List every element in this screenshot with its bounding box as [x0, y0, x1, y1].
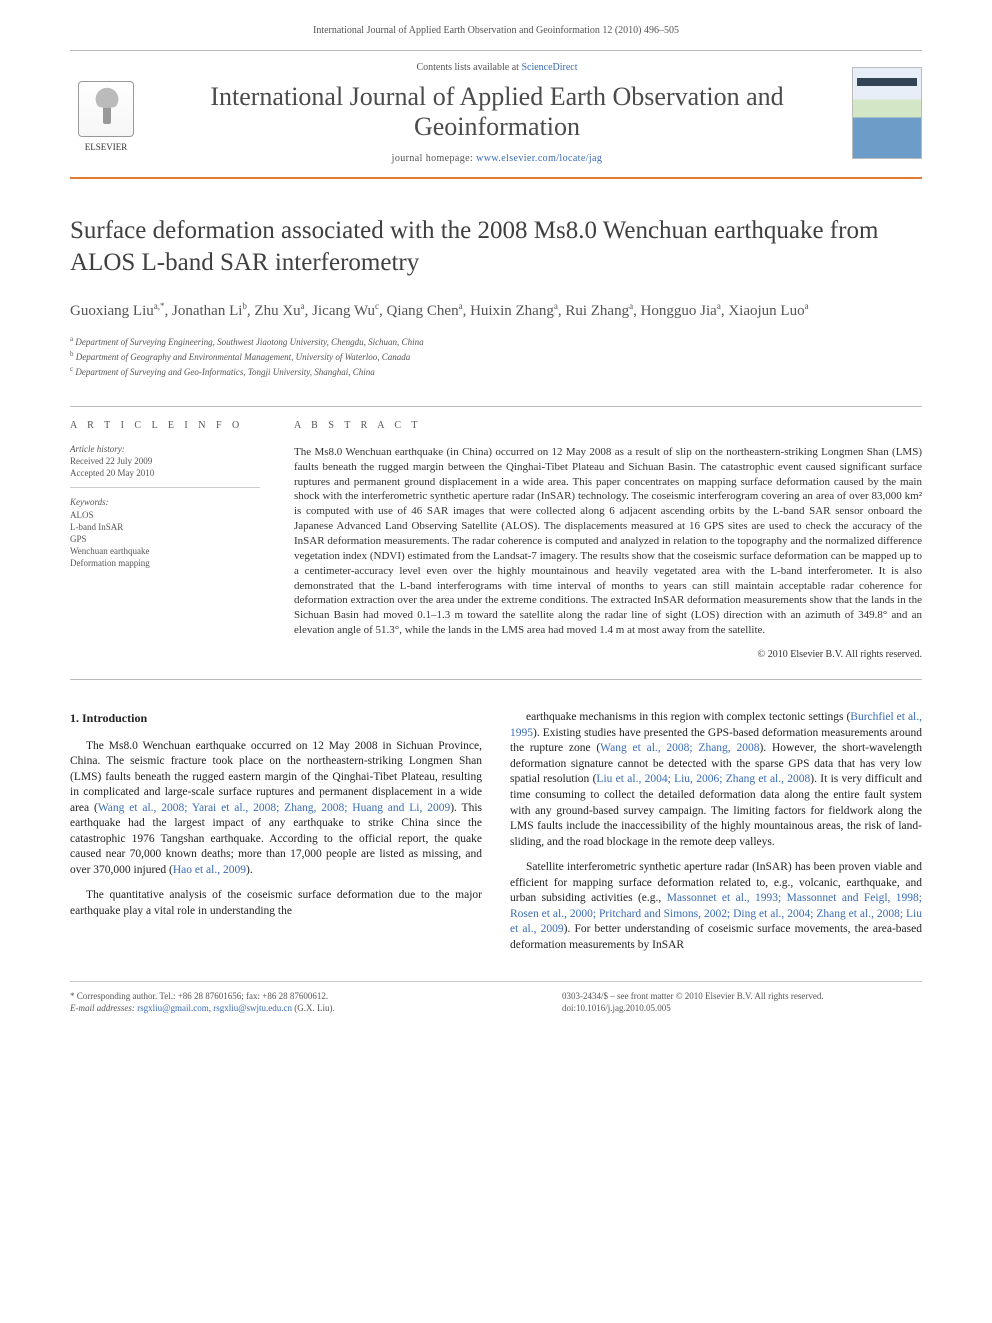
journal-masthead: ELSEVIER Contents lists available at Sci…	[70, 50, 922, 180]
paragraph-2: The quantitative analysis of the coseism…	[70, 888, 482, 919]
homepage-line: journal homepage: www.elsevier.com/locat…	[160, 152, 834, 166]
keywords-block: Keywords: ALOSL-band InSARGPSWenchuan ea…	[70, 496, 260, 569]
author: Rui Zhanga	[565, 303, 633, 319]
elsevier-tree-icon	[78, 81, 134, 137]
author: Qiang Chena	[387, 303, 463, 319]
corresponding-author: * Corresponding author. Tel.: +86 28 876…	[70, 990, 490, 1014]
keyword: GPS	[70, 533, 260, 545]
received-date: Received 22 July 2009	[70, 455, 260, 467]
affiliation: c Department of Surveying and Geo-Inform…	[70, 365, 922, 378]
author: Jicang Wuc	[312, 303, 379, 319]
elsevier-logo: ELSEVIER	[70, 73, 142, 153]
author: Hongguo Jiaa	[641, 303, 721, 319]
info-abstract-block: A R T I C L E I N F O Article history: R…	[70, 406, 922, 680]
article-title: Surface deformation associated with the …	[70, 215, 922, 278]
abstract-text: The Ms8.0 Wenchuan earthquake (in China)…	[294, 445, 922, 638]
journal-cover-thumbnail	[852, 67, 922, 159]
citation-link[interactable]: Liu et al., 2004; Liu, 2006; Zhang et al…	[596, 773, 810, 785]
affiliation: a Department of Surveying Engineering, S…	[70, 335, 922, 348]
abstract-copyright: © 2010 Elsevier B.V. All rights reserved…	[294, 648, 922, 662]
author: Jonathan Lib	[172, 303, 247, 319]
info-heading: A R T I C L E I N F O	[70, 419, 260, 433]
publication-info: 0303-2434/$ – see front matter © 2010 El…	[562, 990, 922, 1014]
page-footer: * Corresponding author. Tel.: +86 28 876…	[70, 981, 922, 1014]
citation-link[interactable]: Wang et al., 2008; Yarai et al., 2008; Z…	[98, 802, 450, 814]
keyword: L-band InSAR	[70, 521, 260, 533]
contents-line: Contents lists available at ScienceDirec…	[160, 61, 834, 75]
paragraph-4: Satellite interferometric synthetic aper…	[510, 860, 922, 953]
article-info: A R T I C L E I N F O Article history: R…	[70, 407, 260, 679]
elsevier-logo-text: ELSEVIER	[85, 141, 128, 153]
affiliation: b Department of Geography and Environmen…	[70, 350, 922, 363]
author: Zhu Xua	[254, 303, 304, 319]
email-link[interactable]: rsgxliu@swjtu.edu.cn	[213, 1003, 292, 1013]
citation-link[interactable]: Wang et al., 2008; Zhang, 2008	[600, 742, 759, 754]
citation-link[interactable]: Hao et al., 2009	[173, 864, 246, 876]
author: Huixin Zhanga	[470, 303, 558, 319]
section-heading: 1. Introduction	[70, 710, 482, 726]
journal-name: International Journal of Applied Earth O…	[160, 82, 834, 142]
author: Guoxiang Liua,*	[70, 303, 165, 319]
accepted-date: Accepted 20 May 2010	[70, 467, 260, 479]
author: Xiaojun Luoa	[728, 303, 808, 319]
abstract: A B S T R A C T The Ms8.0 Wenchuan earth…	[294, 407, 922, 679]
article-body: 1. Introduction The Ms8.0 Wenchuan earth…	[70, 710, 922, 953]
author-list: Guoxiang Liua,*, Jonathan Lib, Zhu Xua, …	[70, 300, 922, 321]
sciencedirect-link[interactable]: ScienceDirect	[521, 62, 577, 73]
paragraph-3: earthquake mechanisms in this region wit…	[510, 710, 922, 850]
article-history: Article history: Received 22 July 2009 A…	[70, 443, 260, 488]
paragraph-1: The Ms8.0 Wenchuan earthquake occurred o…	[70, 739, 482, 879]
homepage-link[interactable]: www.elsevier.com/locate/jag	[476, 153, 602, 164]
keyword: Wenchuan earthquake	[70, 545, 260, 557]
running-citation: International Journal of Applied Earth O…	[0, 0, 992, 50]
citation-text: International Journal of Applied Earth O…	[313, 25, 679, 36]
affiliations: a Department of Surveying Engineering, S…	[70, 335, 922, 378]
masthead-center: Contents lists available at ScienceDirec…	[160, 61, 834, 166]
doi-link[interactable]: 10.1016/j.jag.2010.05.005	[576, 1003, 671, 1013]
keyword: ALOS	[70, 509, 260, 521]
abstract-heading: A B S T R A C T	[294, 419, 922, 433]
email-link[interactable]: rsgxliu@gmail.com	[137, 1003, 209, 1013]
keyword: Deformation mapping	[70, 557, 260, 569]
